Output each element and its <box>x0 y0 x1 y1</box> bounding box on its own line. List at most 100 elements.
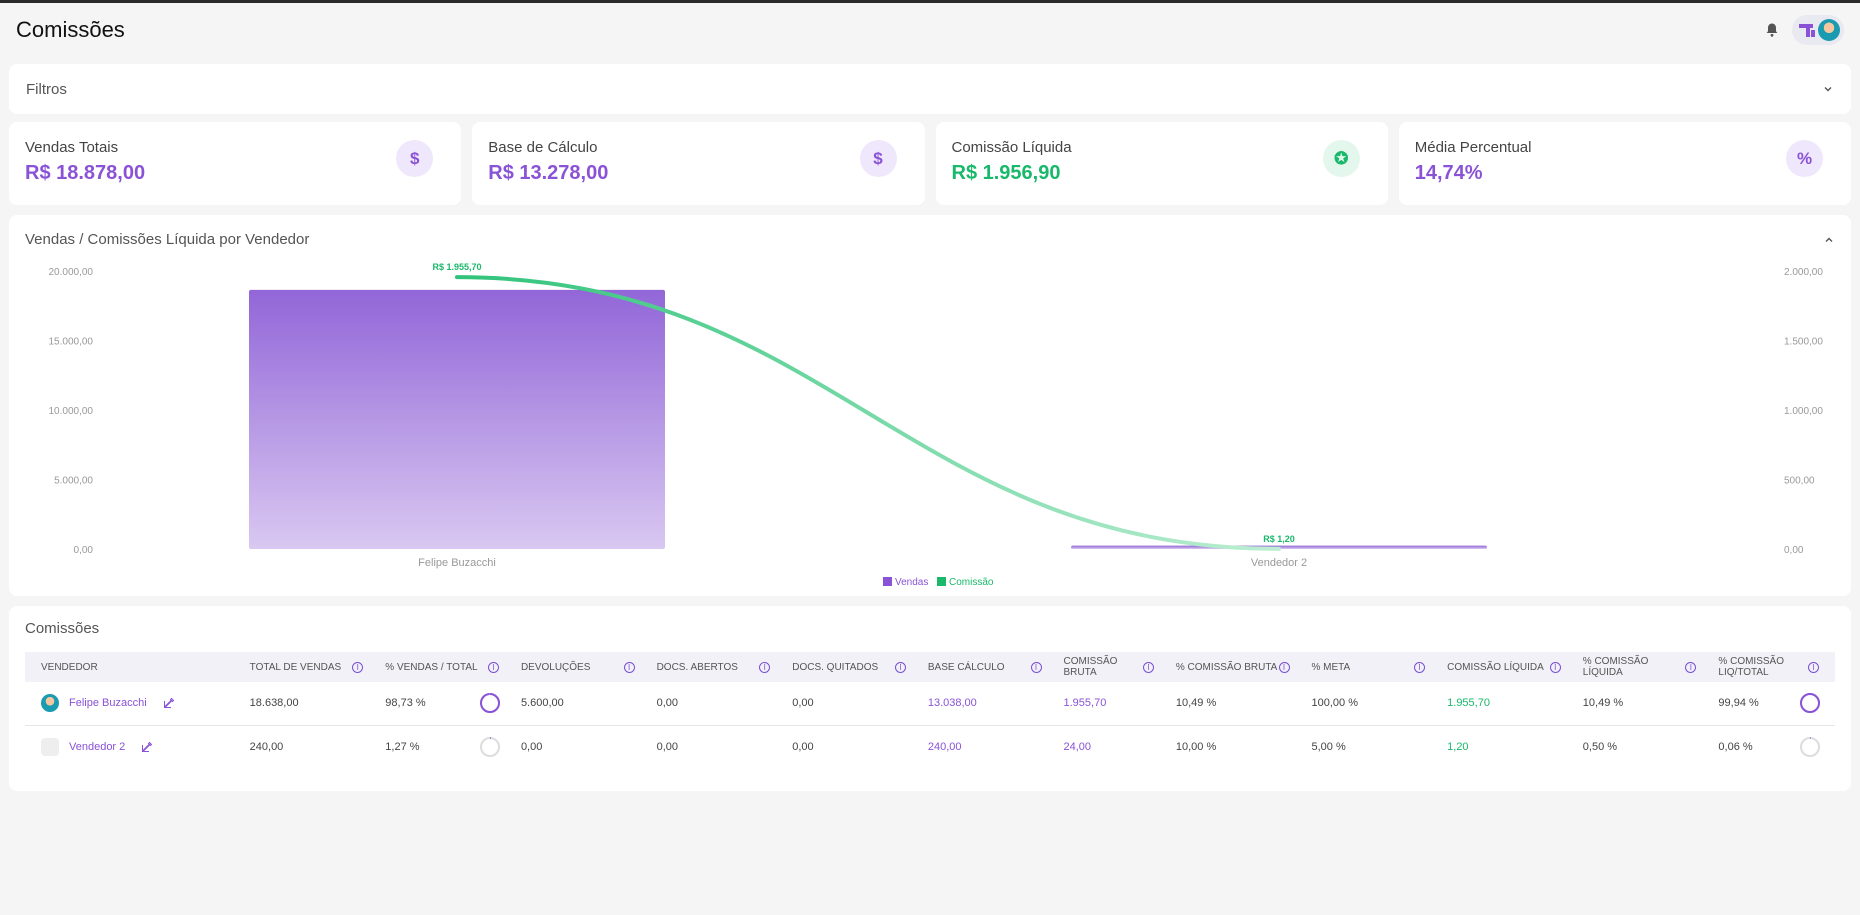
column-header[interactable]: Total de Vendas i <box>244 652 380 682</box>
legend-swatch-vendas <box>883 577 892 586</box>
pct-sales-ring <box>479 692 501 714</box>
x-tick-label: Vendedor 2 <box>1251 557 1307 569</box>
table-cell: 240,00 <box>927 740 962 753</box>
table-cell: 5.600,00 <box>514 682 651 726</box>
stat-label: Comissão Líquida <box>951 139 1072 156</box>
info-icon[interactable]: i <box>759 661 771 673</box>
column-header-label: % Comissão Líquida <box>1582 656 1649 678</box>
award-icon: ✪ <box>1322 140 1360 177</box>
top-bar: Comissões <box>0 3 1860 56</box>
table-cell: 24,00 <box>1063 740 1092 753</box>
stat-card: Comissão Líquida R$ 1.956,90 ✪ <box>935 122 1388 205</box>
seller-name-link[interactable]: Vendedor 2 <box>69 740 126 753</box>
info-icon[interactable]: i <box>1685 661 1697 673</box>
column-header[interactable]: Docs. Quitados i <box>786 652 922 682</box>
pct-liq-total-value: 0,06 % <box>1718 740 1753 753</box>
column-header-label: % Comissão Liq/Total <box>1718 656 1784 678</box>
table-cell: 18.638,00 <box>243 682 380 726</box>
user-avatar[interactable] <box>1818 18 1840 41</box>
stat-card: Vendas Totais R$ 18.878,00 $ <box>9 122 462 205</box>
dollar-icon: $ <box>859 140 897 177</box>
commissions-table: Vendedor Total de Vendas i% Vendas / Total… <box>25 652 1835 768</box>
edit-icon[interactable] <box>163 697 175 709</box>
bell-icon[interactable] <box>1764 22 1780 38</box>
column-header-label: % Comissão Bruta <box>1175 661 1278 673</box>
y-right-tick-label: 1.500,00 <box>1784 337 1823 348</box>
info-icon[interactable]: i <box>1808 661 1819 673</box>
stat-label: Base de Cálculo <box>488 139 598 156</box>
table-cell: 5,00 % <box>1311 740 1346 753</box>
sales-commission-chart: 20.000,00 15.000,00 10.000,00 5.000,00 0,00 2… <box>49 262 1824 588</box>
column-header[interactable]: Devoluções i <box>515 652 651 682</box>
table-cell: 0,00 <box>520 740 543 753</box>
column-header[interactable]: % Meta i <box>1306 652 1442 682</box>
stat-card: Média Percentual 14,74%% <box>1398 122 1851 205</box>
stat-value: R$ 1.956,90 <box>951 162 1061 184</box>
table-cell: 10,49 % <box>1576 682 1713 726</box>
stat-label: Vendas Totais <box>25 139 119 156</box>
page-title: Comissões <box>16 16 125 42</box>
pct-sales-value: 1,27 % <box>385 740 420 753</box>
info-icon[interactable]: i <box>894 661 906 673</box>
table-cell: 10,00 % <box>1175 740 1217 753</box>
chart-header: Vendas / Comissões Líquida por Vendedor <box>25 231 1835 248</box>
pct-liq-total-ring <box>1799 692 1821 714</box>
info-icon[interactable]: i <box>352 661 364 673</box>
stats-row: Vendas Totais R$ 18.878,00 $ Base de Cálcul… <box>9 122 1851 205</box>
top-right-actions <box>1764 14 1844 45</box>
column-header-label: Comissão Líquida <box>1447 661 1544 673</box>
info-icon[interactable]: i <box>1278 661 1290 673</box>
table-cell: 0,00 <box>650 682 787 726</box>
column-header[interactable]: Comissão Bruta i <box>1058 652 1170 682</box>
table-cell: 0,00 <box>656 740 678 753</box>
chevron-up-icon[interactable] <box>1823 234 1835 246</box>
column-header-label: Docs. Abertos <box>656 661 738 673</box>
edit-icon[interactable] <box>141 741 153 753</box>
stat-value: R$ 13.278,00 <box>488 162 609 184</box>
y-left-tick-label: 10.000,00 <box>49 406 94 417</box>
legend-swatch-comissao <box>937 577 946 586</box>
column-header-label: Total de Vendas <box>249 661 342 673</box>
column-header[interactable]: Docs. Abertos i <box>651 652 787 682</box>
column-header-label: Vendedor <box>41 661 98 673</box>
table-cell: 0,50 % <box>1582 740 1618 753</box>
table-cell: 1.955,70 <box>1057 682 1170 726</box>
column-header[interactable]: Base Cálculo i <box>922 652 1058 682</box>
column-header[interactable]: Comissão Líquida i <box>1441 652 1577 682</box>
table-header-row: Vendedor Total de Vendas i% Vendas / Total… <box>25 652 1835 682</box>
line-comissao <box>455 275 1281 551</box>
column-header[interactable]: % Comissão Liq/Total i <box>1712 652 1835 682</box>
info-icon[interactable]: i <box>1549 661 1561 673</box>
info-icon[interactable]: i <box>1030 661 1042 673</box>
table-cell: 240,00 <box>249 740 284 753</box>
pct-sales-cell: 98,73 % <box>379 682 515 726</box>
data-label-comissao: R$ 1,20 <box>1263 534 1295 544</box>
stat-value: R$ 18.878,00 <box>25 162 146 184</box>
table-cell: 1,20 <box>1447 740 1469 753</box>
user-menu[interactable] <box>1792 14 1844 45</box>
seller-name-link[interactable]: Felipe Buzacchi <box>69 697 147 710</box>
y-left-tick-label: 0,00 <box>74 545 94 556</box>
chevron-down-icon[interactable] <box>1822 83 1834 95</box>
info-icon[interactable]: i <box>487 661 499 673</box>
info-icon[interactable]: i <box>623 661 635 673</box>
info-icon[interactable]: i <box>1414 661 1426 673</box>
column-header[interactable]: % Comissão Bruta i <box>1170 652 1306 682</box>
legend-label-comissao: Comissão <box>949 577 994 588</box>
company-logo-icon <box>1796 19 1818 41</box>
filters-panel[interactable]: Filtros <box>9 64 1851 114</box>
table-row[interactable]: Vendedor 2 240,00 1,27 % 0,00 0,00 0,00 240,00… <box>25 725 1835 768</box>
pct-sales-cell: 1,27 % <box>379 725 515 768</box>
column-header-label: Comissão Bruta <box>1063 656 1118 678</box>
column-header[interactable]: Vendedor <box>25 652 244 682</box>
y-right-tick-label: 1.000,00 <box>1784 406 1823 417</box>
x-tick-label: Felipe Buzacchi <box>418 557 496 569</box>
pct-liq-total-ring <box>1799 736 1821 758</box>
stat-card: Base de Cálculo R$ 13.278,00 $ <box>472 122 925 205</box>
column-header-label: Base Cálculo <box>927 661 1005 673</box>
column-header[interactable]: % Comissão Líquida i <box>1577 652 1713 682</box>
table-row[interactable]: Felipe Buzacchi 18.638,00 98,73 % 5.600,00 0… <box>25 682 1835 726</box>
column-header-label: Devoluções <box>520 661 591 673</box>
column-header[interactable]: % Vendas / Total i <box>379 652 515 682</box>
info-icon[interactable]: i <box>1142 661 1154 673</box>
